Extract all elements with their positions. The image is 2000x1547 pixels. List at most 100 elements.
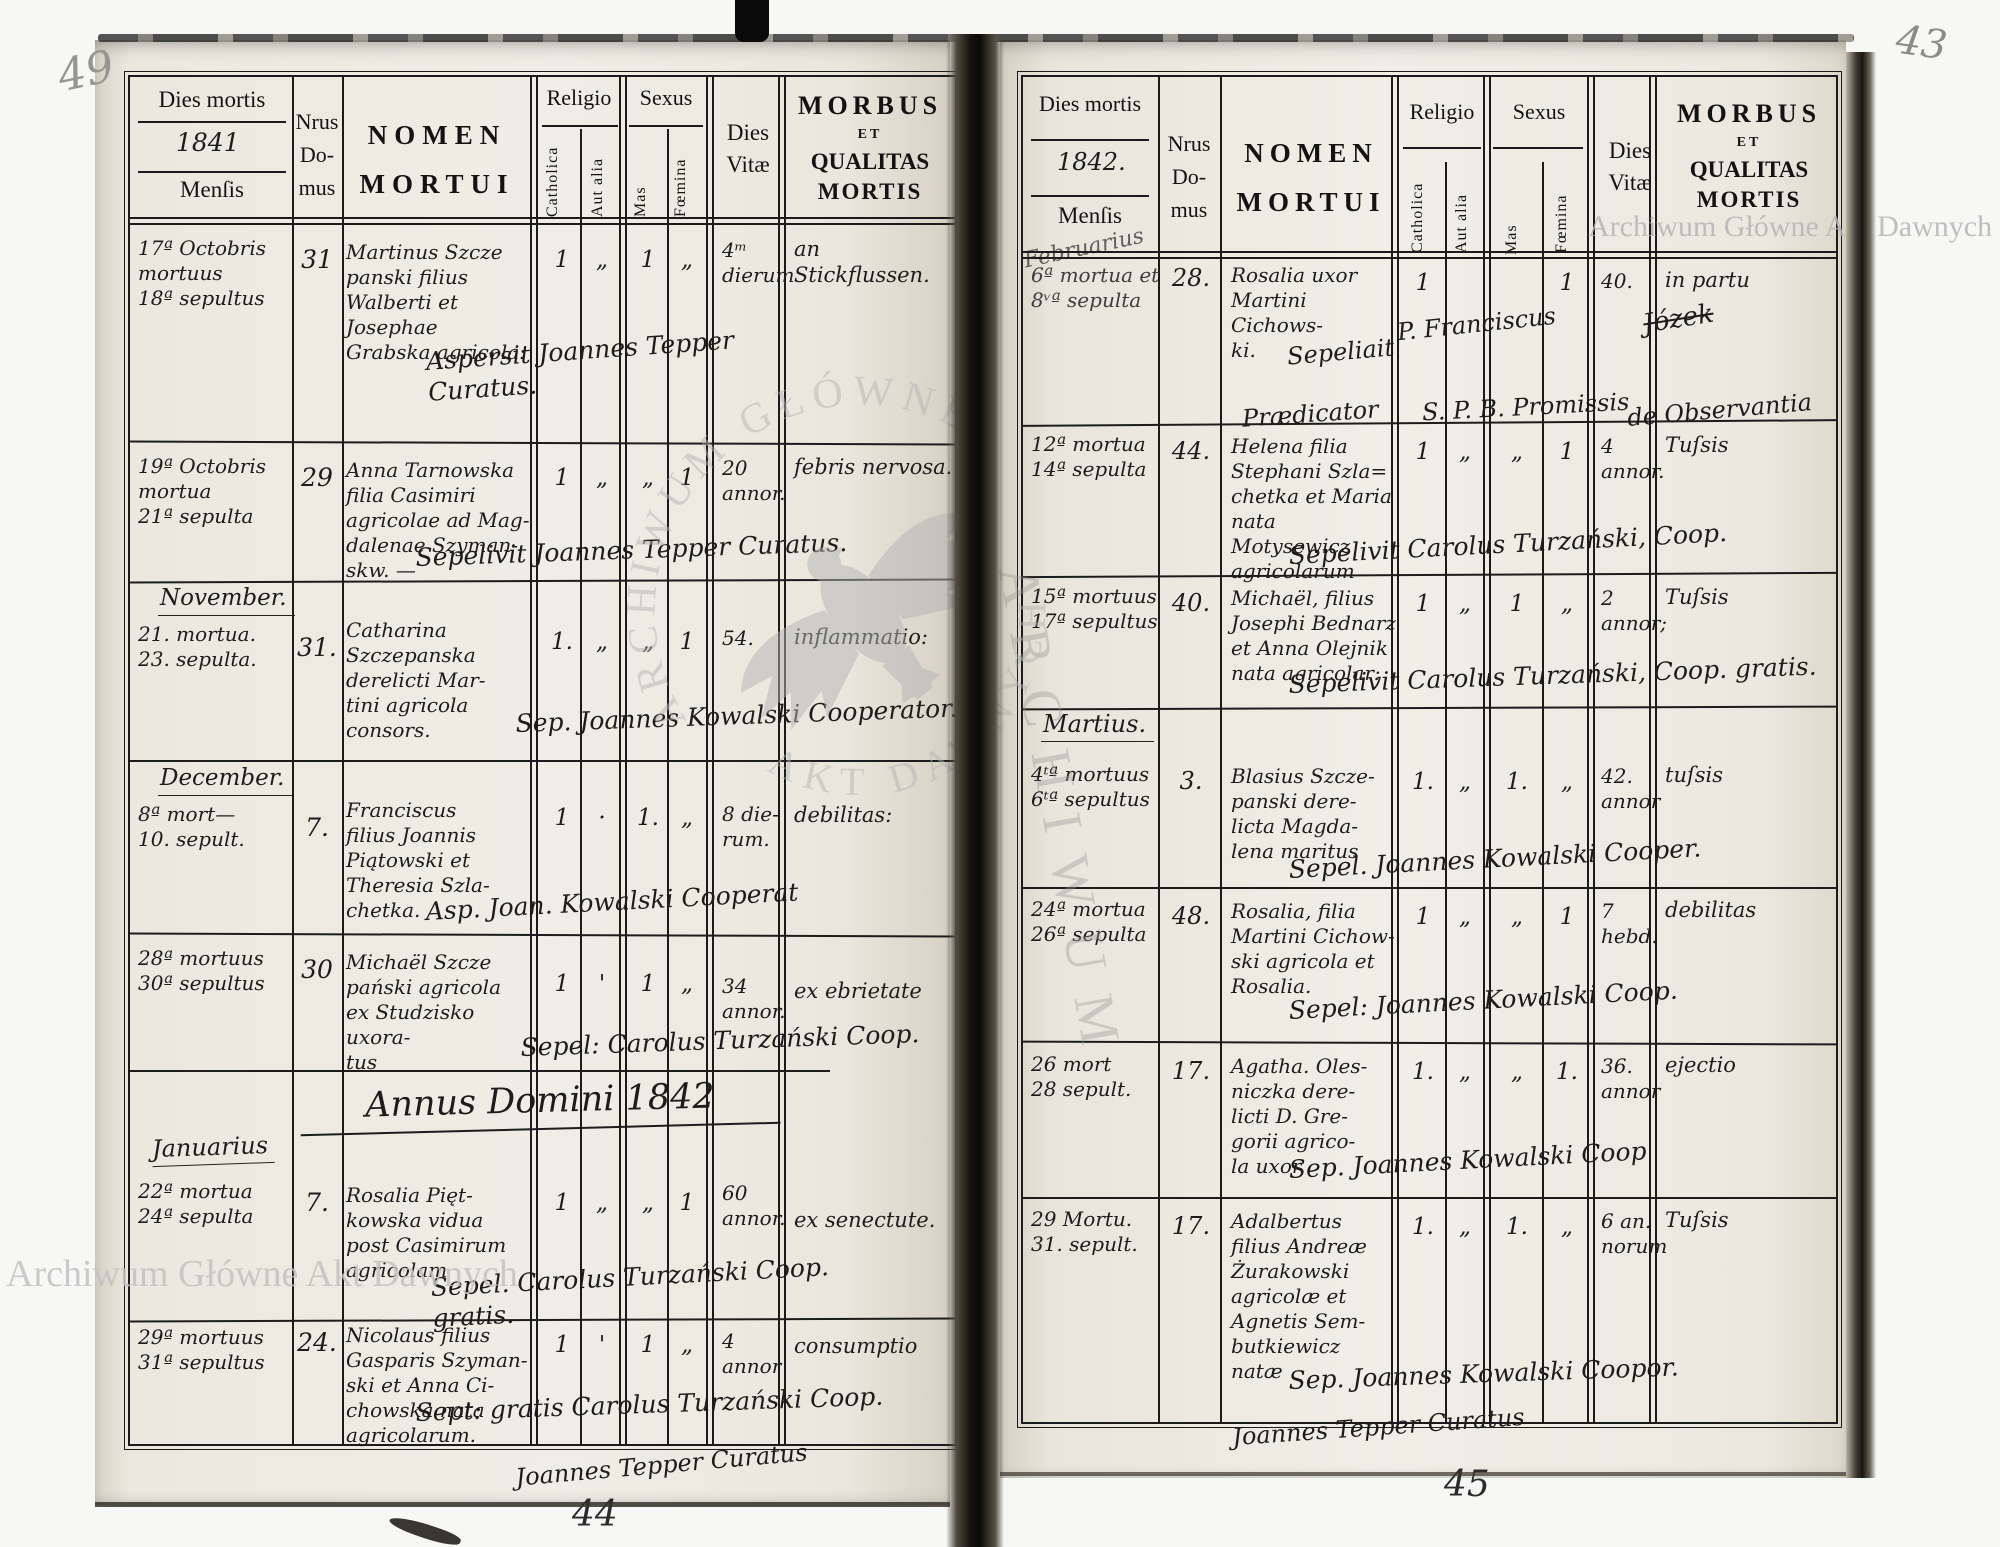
col-morbus-line2: ET: [1736, 135, 1762, 150]
house-number-value: 29: [301, 463, 333, 492]
morbus-value: Tuſsis: [1665, 585, 1729, 609]
register-row: 24ª mortua 26ª sepulta 48. Rosalia, fili…: [1023, 887, 1836, 1042]
right-page-paper: [1000, 40, 1846, 1478]
col-nomen-mortui: NOMEN MORTUI: [1236, 138, 1386, 217]
aut-alia-mark: „: [596, 247, 608, 273]
aut-alia-mark: ·: [598, 805, 606, 831]
house-number-value: 28.: [1171, 264, 1211, 292]
col-morbus-line4: MORTIS: [817, 179, 923, 204]
name-of-deceased: Rosalia uxor Martini Cichows- ki.: [1231, 263, 1358, 362]
mas-mark: 1.: [1506, 769, 1528, 795]
month-header-martius: Martius.: [1041, 709, 1155, 742]
house-number-value: 48.: [1171, 902, 1211, 930]
register-row: 12ª mortua 14ª sepulta 44. Helena filia …: [1023, 422, 1836, 583]
archive-watermark-top: Archiwum Główne Akt Dawnych: [1588, 210, 1993, 243]
name-of-deceased: Catharina Szczepanska derelicti Mar- tin…: [346, 618, 486, 742]
name-of-deceased: Adalbertus filius Andreæ Żurakowski agri…: [1231, 1209, 1367, 1383]
name-of-deceased: Franciscus filius Joannis Piątowski et T…: [346, 798, 490, 922]
foemina-mark: „: [681, 1332, 693, 1358]
house-number-value: 30: [301, 955, 333, 984]
row-separator: [130, 1070, 830, 1072]
col-religio: Religio: [1409, 99, 1475, 124]
house-number-value: 7.: [305, 1188, 329, 1217]
register-row: 29 Mortu. 31. sepult. 17. Adalbertus fil…: [1023, 1197, 1836, 1420]
aut-alia-mark: „: [596, 629, 608, 655]
foemina-mark: 1: [679, 465, 695, 491]
house-number-value: 31: [301, 245, 333, 274]
dies-vitae-value: 4ᵐ dierum: [722, 238, 795, 287]
dies-mortis-value: 17ª Octobris mortuus 18ª sepultus: [138, 236, 267, 310]
dies-mortis-value: 8ª mort— 10. sepult.: [138, 802, 245, 851]
dies-vitae-value: 34 annor.: [722, 974, 786, 1023]
row-separator: [1023, 1197, 1836, 1199]
month-band: Martius.: [1023, 707, 1836, 752]
column-line: [1483, 77, 1485, 1422]
col-foemina: Fœmina: [1553, 194, 1570, 253]
dies-mortis-value: 12ª mortua 14ª sepulta: [1031, 432, 1147, 481]
column-line: [1397, 77, 1399, 1422]
subcolumn-line: [1445, 162, 1447, 1422]
mas-mark: 1: [640, 1332, 656, 1358]
col-morbus-line1: MORBUS: [1676, 99, 1822, 128]
row-separator: [1023, 887, 1836, 889]
column-line: [1391, 77, 1393, 1422]
foemina-mark: „: [1561, 769, 1573, 795]
morbus-value: ex senectute.: [794, 1208, 936, 1232]
col-religio: Religio: [546, 85, 612, 110]
dies-vitae-value: 6 an. norum: [1601, 1209, 1668, 1258]
right-page-bottom-edge: [1000, 1472, 1846, 1476]
foemina-mark: 1.: [1556, 1059, 1578, 1085]
foemina-mark: 1: [1559, 439, 1575, 465]
dies-vitae-value: 36. annor: [1601, 1054, 1661, 1103]
binding-tab: [735, 0, 769, 42]
mas-mark: „: [1511, 1059, 1523, 1085]
catholica-mark: 1: [554, 805, 570, 831]
catholica-mark: 1: [554, 247, 570, 273]
mas-mark: 1.: [1506, 1214, 1528, 1240]
name-of-deceased: Michaël, filius Josephi Bednarz et Anna …: [1231, 586, 1396, 685]
dies-vitae-value: 20 annor.: [722, 456, 786, 505]
name-of-deceased: Blasius Szcze- panski dere- licta Magda-…: [1231, 764, 1375, 863]
year-value: 1842.: [1057, 148, 1126, 176]
row-separator: [130, 760, 955, 762]
year-value: 1841: [176, 128, 240, 157]
dies-mortis-value: 22ª mortua 24ª sepulta: [138, 1179, 254, 1228]
left-register-table: Dies mortis 1841 Menſis Nrus Do- mus NOM…: [124, 71, 961, 1450]
name-of-deceased: Martinus Szcze panski filius Walberti et…: [346, 240, 526, 364]
mas-mark: 1.: [637, 805, 659, 831]
month-header-januarius: Januarius: [151, 1129, 275, 1168]
page-number: 44: [572, 1494, 618, 1535]
morbus-value: tuſsis: [1665, 763, 1724, 787]
col-nomen-mortui: NOMEN MORTUI: [359, 120, 515, 199]
col-morbus-line2: ET: [857, 127, 883, 142]
header-rule: [542, 125, 618, 127]
dies-vitae-value: 4 annor: [722, 1329, 782, 1378]
morbus-value: debilitas:: [794, 803, 893, 827]
register-row: November. 21. mortua. 23. sepulta. 31. C…: [130, 580, 958, 760]
column-line: [1587, 77, 1589, 1422]
catholica-mark: 1: [554, 971, 570, 997]
register-row: 29ª mortuus 31ª sepultus 24. Nicolaus fi…: [130, 1319, 955, 1447]
name-of-deceased: Helena filia Stephani Szla= chetka et Ma…: [1231, 434, 1392, 583]
mas-mark: 1: [640, 971, 656, 997]
col-aut-alia: Aut alia: [1453, 193, 1470, 253]
burial-note-fragment: P. Franciscus: [1395, 301, 1558, 347]
catholica-mark: 1: [1415, 270, 1431, 296]
subcolumn-line: [1542, 162, 1544, 1422]
dies-mortis-value: 26 mort 28 sepult.: [1031, 1052, 1132, 1101]
col-morbus: MORBUS ET QUALITAS MORTIS: [1659, 99, 1839, 213]
foemina-mark: 1: [679, 629, 695, 655]
catholica-mark: 1: [554, 1190, 570, 1216]
col-mas: Mas: [1503, 224, 1520, 255]
aut-alia-mark: „: [1459, 904, 1471, 930]
aut-alia-mark: „: [596, 1190, 608, 1216]
register-row: 17ª Octobris mortuus 18ª sepultus 31 Mar…: [130, 224, 955, 442]
house-number-value: 40.: [1171, 589, 1211, 617]
header-rule: [1493, 147, 1583, 149]
house-number-value: 17.: [1171, 1057, 1211, 1085]
register-row: 15ª mortuus 17ª sepultus 40. Michaël, fi…: [1023, 574, 1836, 707]
annus-domini-heading: Annus Domini 1842: [299, 1073, 781, 1137]
foemina-mark: 1: [679, 1190, 695, 1216]
right-register-table: Dies mortis 1842. Menſis Februarius Nrus…: [1017, 71, 1842, 1428]
col-catholica: Catholica: [544, 146, 561, 217]
